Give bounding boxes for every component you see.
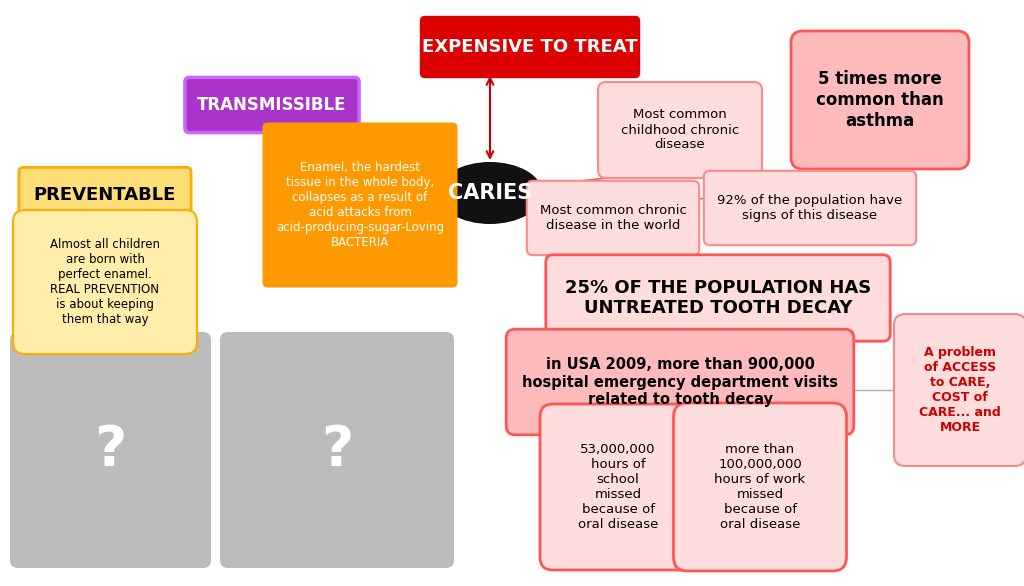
Text: ?: ? <box>94 423 127 477</box>
Text: TRANSMISSIBLE: TRANSMISSIBLE <box>198 96 347 114</box>
FancyBboxPatch shape <box>506 329 854 435</box>
Text: Most common chronic
disease in the world: Most common chronic disease in the world <box>540 204 686 232</box>
FancyBboxPatch shape <box>185 77 359 132</box>
Text: Almost all children
are born with
perfect enamel.
REAL PREVENTION
is about keepi: Almost all children are born with perfec… <box>50 238 160 326</box>
FancyBboxPatch shape <box>674 403 847 571</box>
Ellipse shape <box>437 162 543 224</box>
FancyBboxPatch shape <box>598 82 762 178</box>
FancyBboxPatch shape <box>420 16 640 78</box>
Text: more than
100,000,000
hours of work
missed
because of
oral disease: more than 100,000,000 hours of work miss… <box>715 443 806 531</box>
Text: Most common
childhood chronic
disease: Most common childhood chronic disease <box>621 108 739 152</box>
FancyBboxPatch shape <box>13 210 197 354</box>
FancyBboxPatch shape <box>526 181 699 255</box>
FancyBboxPatch shape <box>262 122 458 288</box>
FancyBboxPatch shape <box>18 168 191 223</box>
Text: 53,000,000
hours of
school
missed
because of
oral disease: 53,000,000 hours of school missed becaus… <box>578 443 658 531</box>
Text: CARIES: CARIES <box>447 183 532 203</box>
FancyBboxPatch shape <box>894 314 1024 466</box>
Text: 25% OF THE POPULATION HAS
UNTREATED TOOTH DECAY: 25% OF THE POPULATION HAS UNTREATED TOOT… <box>565 278 871 318</box>
FancyBboxPatch shape <box>791 31 969 169</box>
Text: 5 times more
common than
asthma: 5 times more common than asthma <box>816 70 944 130</box>
Text: EXPENSIVE TO TREAT: EXPENSIVE TO TREAT <box>422 38 638 56</box>
Text: 92% of the population have
signs of this disease: 92% of the population have signs of this… <box>718 194 902 222</box>
FancyBboxPatch shape <box>10 332 211 568</box>
Text: ?: ? <box>321 423 353 477</box>
FancyBboxPatch shape <box>220 332 454 568</box>
Text: A problem
of ACCESS
to CARE,
COST of
CARE... and
MORE: A problem of ACCESS to CARE, COST of CAR… <box>920 346 1000 434</box>
Text: PREVENTABLE: PREVENTABLE <box>34 186 176 204</box>
Text: in USA 2009, more than 900,000
hospital emergency department visits
related to t: in USA 2009, more than 900,000 hospital … <box>522 357 838 407</box>
FancyBboxPatch shape <box>703 171 916 245</box>
FancyBboxPatch shape <box>540 404 696 570</box>
FancyBboxPatch shape <box>546 255 890 341</box>
Text: Enamel, the hardest
tissue in the whole body,
collapses as a result of
acid atta: Enamel, the hardest tissue in the whole … <box>275 161 444 249</box>
